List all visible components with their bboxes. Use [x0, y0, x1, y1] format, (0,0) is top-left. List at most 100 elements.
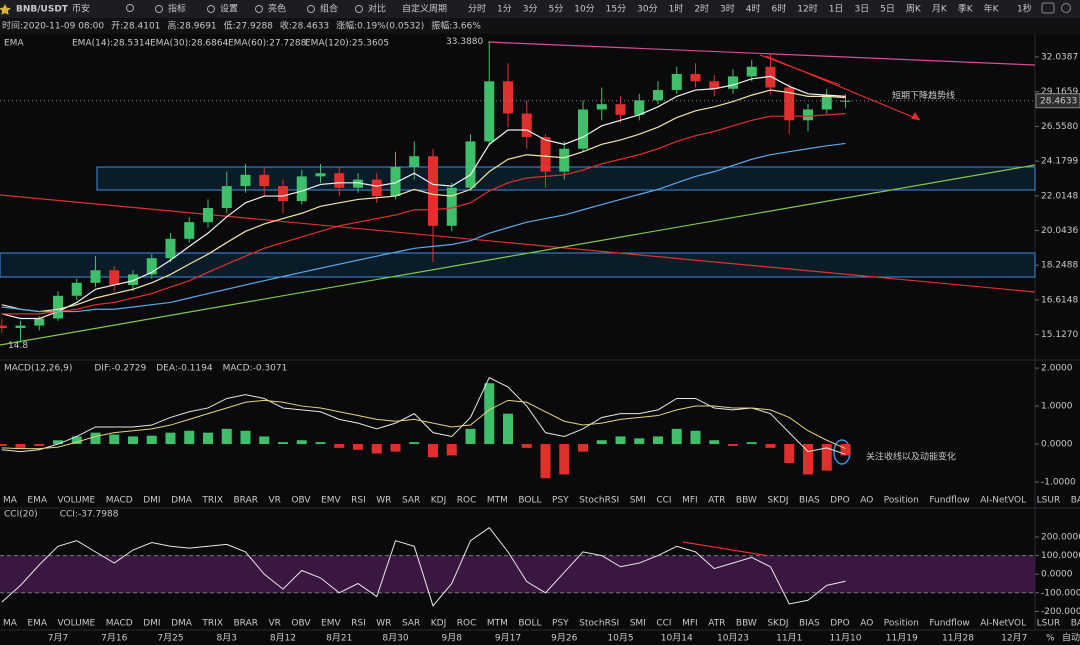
indicator-tab[interactable]: SAR — [402, 496, 420, 506]
indicator-tab[interactable]: RSI — [351, 496, 366, 506]
scale-toggle[interactable]: 自动 — [1062, 632, 1080, 644]
indicator-tab[interactable]: EMV — [321, 496, 341, 506]
tool-icon[interactable] — [255, 5, 263, 13]
indicator-tab[interactable]: SAR — [402, 619, 420, 629]
period-button[interactable]: 15分 — [606, 4, 626, 15]
indicator-tab[interactable]: BBW — [736, 619, 757, 629]
exchange[interactable]: 币安 — [72, 3, 90, 15]
indicator-tab[interactable]: BRAR — [234, 619, 258, 629]
period-button[interactable]: 周K — [906, 4, 922, 15]
indicator-tab[interactable]: DMI — [143, 619, 160, 629]
indicator-tab[interactable]: BOLL — [518, 496, 541, 506]
scale-toggle[interactable]: % — [1046, 634, 1055, 644]
indicator-tab[interactable]: Position — [884, 496, 919, 506]
indicator-tab[interactable]: LSUR — [1037, 619, 1061, 629]
indicator-tab[interactable]: Fundflow — [929, 619, 969, 629]
indicator-tab[interactable]: BBW — [736, 496, 757, 506]
indicator-tab[interactable]: LSUR — [1037, 496, 1061, 506]
tool-icon[interactable] — [155, 5, 163, 13]
period-button[interactable]: 3时 — [720, 3, 735, 15]
indicator-tab[interactable]: BIAS — [799, 496, 820, 506]
period-button[interactable]: 30分 — [637, 4, 657, 15]
indicator-tab[interactable]: SKDJ — [767, 619, 788, 629]
indicator-tab[interactable]: CCI — [656, 496, 671, 506]
indicator-tab[interactable]: KDJ — [431, 496, 447, 506]
indicator-tab[interactable]: SMI — [630, 496, 646, 506]
indicator-tab[interactable]: OBV — [291, 619, 311, 629]
period-button[interactable]: 10分 — [574, 4, 594, 15]
period-button[interactable]: 季K — [958, 3, 974, 15]
indicator-tab[interactable]: DMA — [171, 496, 193, 506]
indicator-tab[interactable]: RSI — [351, 619, 366, 629]
indicator-tab[interactable]: EMA — [27, 496, 47, 506]
favorite-icon[interactable] — [0, 4, 11, 15]
period-button[interactable]: 3分 — [523, 4, 538, 15]
indicator-tab[interactable]: ATR — [708, 496, 725, 506]
indicator-tab[interactable]: MA — [3, 619, 18, 629]
tool-button[interactable]: 组合 — [320, 3, 338, 15]
indicator-tab[interactable]: OBV — [291, 496, 311, 506]
indicator-tab[interactable]: EMV — [321, 619, 341, 629]
indicator-tab[interactable]: DPO — [830, 619, 849, 629]
search-icon[interactable] — [126, 4, 134, 12]
indicator-tab[interactable]: BRAR — [234, 496, 258, 506]
tool-icon[interactable] — [355, 5, 363, 13]
period-button[interactable]: 12时 — [797, 3, 817, 15]
symbol[interactable]: BNB/USDT — [16, 5, 69, 15]
indicator-tab[interactable]: MFI — [682, 619, 698, 629]
tool-icon[interactable] — [307, 5, 315, 13]
indicator-tab[interactable]: DMA — [171, 619, 193, 629]
period-button[interactable]: 年K — [984, 3, 1000, 15]
indicator-tab[interactable]: MA — [3, 496, 18, 506]
indicator-tab[interactable]: BIAS — [799, 619, 820, 629]
indicator-tab[interactable]: WR — [376, 496, 391, 506]
indicator-tab[interactable]: ATR — [708, 619, 725, 629]
tool-button[interactable]: 指标 — [168, 3, 186, 15]
indicator-tab[interactable]: CCI — [656, 619, 671, 629]
indicator-tab[interactable]: VR — [268, 496, 280, 506]
indicator-tab[interactable]: TRIX — [201, 496, 223, 506]
period-button[interactable]: 月K — [932, 4, 948, 15]
indicator-tab[interactable]: WR — [376, 619, 391, 629]
period-button[interactable]: 4时 — [746, 3, 761, 15]
period-button[interactable]: 1日 — [829, 4, 844, 15]
indicator-tab[interactable]: AI-NetVOL — [980, 619, 1026, 629]
indicator-tab[interactable]: TRIX — [201, 619, 223, 629]
indicator-tab[interactable]: ROC — [457, 619, 477, 629]
tool-button[interactable]: 设置 — [220, 4, 238, 15]
period-button[interactable]: 6时 — [772, 3, 787, 15]
tool-button[interactable]: 亮色 — [268, 3, 286, 15]
indicator-tab[interactable]: AO — [860, 496, 873, 506]
indicator-tab[interactable]: PSY — [552, 496, 569, 506]
indicator-tab[interactable]: AI-NetVOL — [980, 496, 1026, 506]
indicator-tab[interactable]: MFI — [682, 496, 698, 506]
indicator-tab[interactable]: DMI — [143, 496, 160, 506]
settings-icon[interactable] — [1061, 3, 1071, 13]
custom-period[interactable]: 自定义周期 — [402, 3, 447, 15]
indicator-tab[interactable]: Position — [884, 619, 919, 629]
indicator-tab[interactable]: StochRSI — [579, 496, 619, 506]
period-button[interactable]: 5日 — [880, 4, 895, 15]
period-button[interactable]: 3日 — [854, 4, 869, 15]
indicator-tab[interactable]: EMA — [27, 619, 47, 629]
camera-icon[interactable] — [1041, 2, 1055, 14]
indicator-tab[interactable]: MACD — [106, 619, 133, 629]
indicator-tab[interactable]: PSY — [552, 619, 569, 629]
indicator-tab[interactable]: BASIS — [1071, 496, 1080, 506]
indicator-tab[interactable]: VOLUME — [58, 496, 96, 506]
indicator-tab[interactable]: SKDJ — [767, 496, 788, 506]
indicator-tab[interactable]: VOLUME — [58, 619, 96, 629]
indicator-tab[interactable]: DPO — [830, 496, 849, 506]
indicator-tab[interactable]: StochRSI — [579, 619, 619, 629]
period-button[interactable]: 5分 — [548, 4, 563, 15]
period-button[interactable]: 1分 — [497, 4, 512, 15]
indicator-tab[interactable]: MTM — [487, 496, 508, 506]
indicator-tab[interactable]: Fundflow — [929, 496, 969, 506]
tool-button[interactable]: 对比 — [368, 3, 386, 15]
indicator-tab[interactable]: MACD — [106, 496, 133, 506]
indicator-tab[interactable]: AO — [860, 619, 873, 629]
indicator-tab[interactable]: KDJ — [431, 619, 447, 629]
indicator-tab[interactable]: BASIS — [1071, 619, 1080, 629]
period-button[interactable]: 2时 — [694, 3, 709, 15]
period-extra[interactable]: 1秒 — [1017, 3, 1032, 15]
